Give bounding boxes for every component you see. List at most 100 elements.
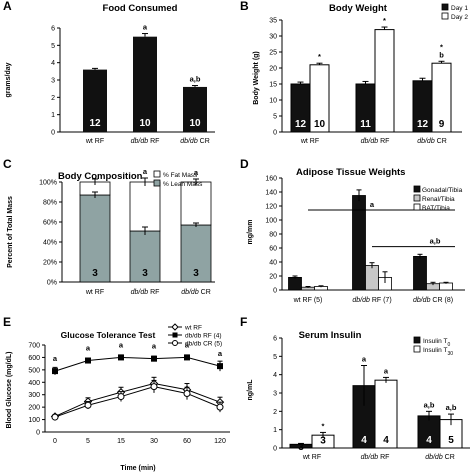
y-tick-label: 400 — [28, 380, 40, 387]
n-label: 10 — [314, 119, 326, 130]
annotation: a — [86, 344, 91, 353]
x-tick-label: wt RF — [302, 454, 321, 461]
n-label: 5 — [448, 435, 454, 446]
y-tick-label: 2 — [51, 95, 55, 102]
chart-title: Body Composition — [58, 171, 143, 182]
bar-lean — [180, 224, 212, 283]
bar-lean — [129, 230, 161, 283]
panel-label: C — [3, 157, 12, 171]
legend-swatch — [413, 336, 421, 344]
panel-label: D — [240, 157, 249, 171]
legend-marker — [172, 340, 178, 346]
x-tick-label: 5 — [86, 438, 90, 445]
legend-swatch — [413, 345, 421, 353]
bar — [83, 69, 107, 132]
data-point — [51, 413, 59, 421]
bar — [439, 282, 453, 291]
n-label: 9 — [439, 119, 445, 130]
y-tick-label: 0 — [273, 446, 277, 453]
data-point — [118, 354, 124, 361]
annotation: * — [383, 16, 386, 25]
annotation: * — [318, 52, 321, 61]
annotation: a,b — [430, 237, 441, 246]
y-tick-label: 100 — [28, 417, 40, 424]
y-axis-label: grams/day — [5, 62, 12, 97]
x-tick-label: 120 — [214, 438, 226, 445]
y-axis-label: ng/mL — [247, 379, 254, 401]
chart-title: Serum Insulin — [299, 330, 362, 341]
annotation: a — [53, 354, 58, 363]
annotation: a — [218, 349, 223, 358]
legend-label: % Lean Mass — [163, 181, 203, 188]
y-tick-label: 0 — [36, 430, 40, 437]
bar — [288, 276, 302, 291]
y-tick-label: 6 — [51, 26, 55, 33]
y-tick-label: 200 — [28, 405, 40, 412]
series-line — [54, 386, 221, 418]
legend-label: Insulin T30 — [423, 347, 453, 357]
panel-label: F — [240, 315, 247, 329]
annotation: a,b — [446, 403, 457, 412]
y-tick-label: 20 — [269, 274, 277, 281]
y-tick-label: 0 — [273, 130, 277, 137]
panel-d: D Adipose Tissue Weights 0 20 40 60 80 100 120 14… — [240, 157, 465, 304]
n-label: 3 — [320, 435, 326, 446]
chart-title: Glucose Tolerance Test — [61, 330, 156, 340]
y-tick-label: 3 — [51, 78, 55, 85]
n-label: 4 — [383, 435, 389, 446]
x-tick-label: db/db RF — [361, 454, 390, 461]
y-tick-label: 80 — [269, 232, 277, 239]
panel-label: B — [240, 0, 249, 13]
legend-label: wt RF — [184, 325, 202, 332]
n-label: 4 — [361, 435, 367, 446]
y-tick-label: 20 — [269, 66, 277, 73]
panel-b: B Body Weight 0 5 10 15 20 25 30 35 Body Weight (g… — [240, 0, 468, 145]
x-tick-label: db/db RF (7) — [352, 297, 391, 304]
x-tick-label: db/db CR (8) — [413, 297, 453, 304]
legend-marker — [172, 332, 178, 338]
data-point — [183, 389, 191, 397]
y-axis-label: Body Weight (g) — [253, 51, 260, 105]
y-tick-label: 1 — [51, 112, 55, 119]
y-tick-label: 6 — [273, 336, 277, 343]
y-tick-label: 300 — [28, 392, 40, 399]
bar-lean — [79, 194, 111, 283]
x-tick-label: wt RF — [300, 138, 319, 145]
bar — [365, 265, 379, 291]
data-point — [151, 355, 157, 362]
y-tick-label: 80% — [43, 200, 57, 207]
y-tick-label: 40 — [269, 260, 277, 267]
y-tick-label: 5 — [273, 354, 277, 361]
chart-title: Food Consumed — [103, 3, 178, 14]
y-axis-label: mg/mm — [247, 220, 254, 245]
annotation: a — [143, 167, 148, 176]
annotation: b — [439, 50, 444, 59]
y-tick-label: 0% — [47, 280, 57, 287]
y-tick-label: 140 — [265, 190, 277, 197]
legend-swatch — [413, 194, 421, 202]
data-point — [84, 401, 92, 409]
data-point — [216, 403, 224, 411]
annotation: a — [194, 168, 199, 177]
data-point — [52, 368, 58, 375]
n-label: 3 — [142, 268, 148, 279]
legend-label: db/db RF (4) — [185, 333, 222, 340]
data-point — [85, 357, 91, 364]
bar — [183, 86, 207, 132]
y-tick-label: 60% — [43, 220, 57, 227]
y-tick-label: 100 — [265, 218, 277, 225]
y-axis-label: Percent of Total Mass — [7, 196, 14, 268]
x-tick-label: 0 — [53, 438, 57, 445]
n-label: 3 — [193, 268, 199, 279]
annotation: a,b — [190, 75, 201, 84]
y-tick-label: 5 — [51, 43, 55, 50]
data-point — [184, 354, 190, 361]
data-point — [217, 363, 223, 370]
n-label: 3 — [92, 268, 98, 279]
x-tick-label: db/db RF — [131, 289, 160, 296]
legend-label: Day 2 — [451, 14, 468, 21]
n-label: 11 — [360, 119, 371, 130]
y-tick-label: 25 — [269, 50, 277, 57]
bar — [374, 29, 395, 133]
